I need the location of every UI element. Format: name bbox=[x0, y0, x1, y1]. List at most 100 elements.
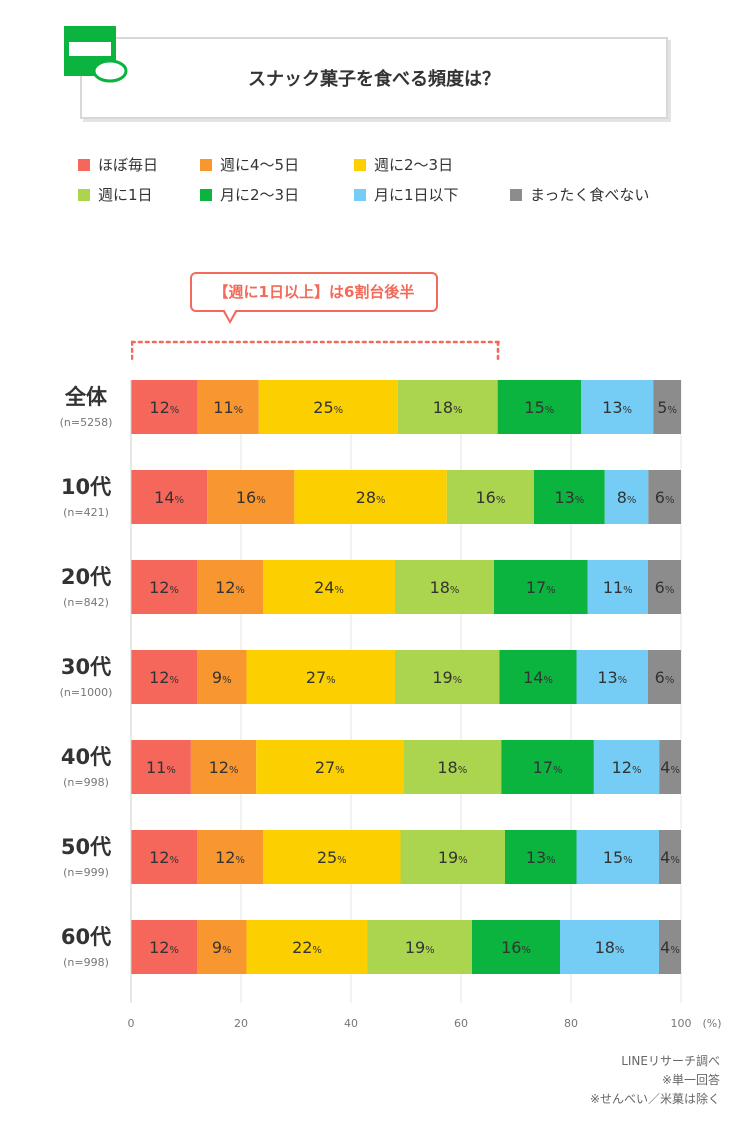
legend-item: 月に1日以下 bbox=[354, 184, 459, 205]
legend-item: 週に4〜5日 bbox=[200, 154, 299, 175]
bar-value-label: 25% bbox=[317, 848, 347, 867]
category-label: 60代 bbox=[61, 925, 111, 949]
bar-segment bbox=[207, 470, 295, 524]
legend-label: 月に1日以下 bbox=[374, 186, 459, 204]
bar-value-label: 12% bbox=[149, 668, 179, 687]
bar-segment bbox=[648, 470, 681, 524]
bar-segment bbox=[131, 380, 198, 434]
bar-value-label: 15% bbox=[524, 398, 554, 417]
bar-value-label: 18% bbox=[595, 938, 625, 957]
bar-segment bbox=[648, 560, 681, 614]
bar-value-label: 4% bbox=[660, 848, 680, 867]
bar-value-label: 12% bbox=[149, 398, 179, 417]
bar-value-label: 9% bbox=[212, 938, 232, 957]
category-label: 40代 bbox=[61, 745, 111, 769]
bar-segment bbox=[197, 830, 263, 884]
bar-segment bbox=[131, 560, 197, 614]
bar-segment bbox=[446, 470, 534, 524]
legend-swatch bbox=[510, 189, 522, 201]
bar-value-label: 27% bbox=[306, 668, 336, 687]
page-title: スナック菓子を食べる頻度は？ bbox=[248, 69, 500, 90]
callout-tail-inner bbox=[224, 309, 236, 320]
bar-segment bbox=[256, 740, 404, 794]
bar-segment bbox=[263, 830, 401, 884]
bar-value-label: 9% bbox=[212, 668, 232, 687]
bar-value-label: 12% bbox=[215, 578, 245, 597]
legend-label: 週に4〜5日 bbox=[220, 156, 300, 174]
x-tick-label: 40 bbox=[344, 1017, 358, 1030]
note-single-answer: ※単一回答 bbox=[661, 1073, 720, 1087]
legend-item: 月に2〜3日 bbox=[200, 184, 299, 205]
bar-segment bbox=[246, 920, 368, 974]
category-n: (n=998) bbox=[63, 956, 109, 969]
bar-value-label: 11% bbox=[146, 758, 176, 777]
category-n: (n=999) bbox=[63, 866, 109, 879]
bar-segment bbox=[587, 560, 648, 614]
x-tick-label: 60 bbox=[454, 1017, 468, 1030]
title-box: スナック菓子を食べる頻度は？ bbox=[80, 37, 668, 119]
bar-segment bbox=[581, 380, 654, 434]
bar-segment bbox=[197, 380, 259, 434]
bar-segment bbox=[294, 470, 447, 524]
bar-value-label: 17% bbox=[533, 758, 563, 777]
bar-value-label: 12% bbox=[215, 848, 245, 867]
bar-segment bbox=[472, 920, 560, 974]
bar-segment bbox=[505, 830, 577, 884]
bar-segment bbox=[131, 740, 191, 794]
x-tick-label: 80 bbox=[564, 1017, 578, 1030]
bar-segment bbox=[648, 650, 681, 704]
bar-value-label: 13% bbox=[597, 668, 627, 687]
category-label: 20代 bbox=[61, 565, 111, 589]
bar-segment bbox=[131, 650, 197, 704]
bar-segment bbox=[131, 470, 208, 524]
chat-badge-icon bbox=[64, 26, 128, 83]
bar-value-label: 18% bbox=[437, 758, 467, 777]
legend-swatch bbox=[78, 159, 90, 171]
bar-value-label: 15% bbox=[603, 848, 633, 867]
legend-label: 週に1日 bbox=[98, 186, 153, 204]
bar-value-label: 4% bbox=[660, 758, 680, 777]
bar-value-label: 11% bbox=[213, 398, 243, 417]
bar-segment bbox=[397, 380, 498, 434]
bar-value-label: 6% bbox=[655, 578, 675, 597]
bar-segment bbox=[593, 740, 660, 794]
bar-segment bbox=[367, 920, 472, 974]
legend-swatch bbox=[200, 159, 212, 171]
bar-value-label: 18% bbox=[430, 578, 460, 597]
bar-segment bbox=[197, 560, 263, 614]
legend-item: ほぼ毎日 bbox=[78, 154, 158, 175]
bar-value-label: 13% bbox=[554, 488, 584, 507]
bar-segment bbox=[576, 650, 648, 704]
bar-segment bbox=[659, 740, 681, 794]
category-label: 全体 bbox=[64, 385, 108, 409]
bar-value-label: 4% bbox=[660, 938, 680, 957]
bar-value-label: 25% bbox=[313, 398, 343, 417]
legend-label: 月に2〜3日 bbox=[220, 186, 300, 204]
bar-segment bbox=[653, 380, 681, 434]
bar-value-label: 13% bbox=[602, 398, 632, 417]
bar-segment bbox=[258, 380, 398, 434]
bar-value-label: 16% bbox=[236, 488, 266, 507]
x-tick-label: 20 bbox=[234, 1017, 248, 1030]
bar-segment bbox=[197, 920, 247, 974]
bar-value-label: 22% bbox=[292, 938, 322, 957]
bar-segment bbox=[131, 920, 197, 974]
bar-segment bbox=[131, 830, 197, 884]
bar-value-label: 16% bbox=[501, 938, 531, 957]
notes: LINEリサーチ調べ ※単一回答 ※せんべい／米菓は除く bbox=[590, 1052, 720, 1109]
bar-value-label: 6% bbox=[655, 668, 675, 687]
bar-value-label: 19% bbox=[438, 848, 468, 867]
bar-value-label: 19% bbox=[405, 938, 435, 957]
legend-label: 週に2〜3日 bbox=[374, 156, 454, 174]
legend-label: まったく食べない bbox=[530, 186, 650, 204]
category-n: (n=421) bbox=[63, 506, 109, 519]
bar-value-label: 12% bbox=[612, 758, 642, 777]
category-label: 10代 bbox=[61, 475, 111, 499]
bar-segment bbox=[501, 740, 594, 794]
bar-segment bbox=[190, 740, 257, 794]
legend-item: まったく食べない bbox=[510, 184, 649, 205]
bar-value-label: 12% bbox=[149, 578, 179, 597]
bar-value-label: 8% bbox=[617, 488, 637, 507]
bar-segment bbox=[400, 830, 505, 884]
bar-value-label: 6% bbox=[655, 488, 675, 507]
